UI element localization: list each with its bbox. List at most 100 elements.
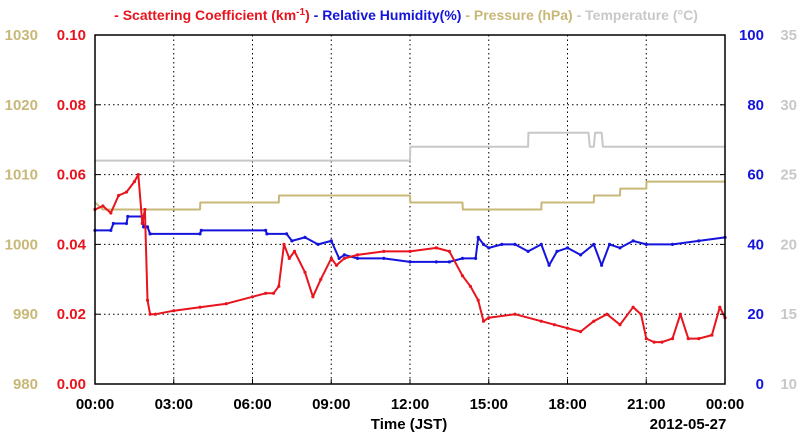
grid <box>95 35 725 384</box>
scattering-coefficient-point <box>355 253 360 257</box>
relative-humidity-point <box>526 249 530 253</box>
relative-humidity-point <box>198 232 202 236</box>
scattering-coefficient-point <box>109 211 113 215</box>
humidity-tick-label: 100 <box>739 27 764 44</box>
relative-humidity-point <box>460 256 465 260</box>
scattering-coefficient-point <box>143 207 147 212</box>
x-tick-label: 00:00 <box>706 396 744 413</box>
temperature-tick-label: 10 <box>780 376 797 393</box>
scattering-coefficient-point <box>334 263 339 267</box>
relative-humidity-point <box>539 242 543 246</box>
legend-item: - Scattering Coefficient (km <box>114 7 296 23</box>
scattering-coefficient-point <box>198 305 202 309</box>
scattering-coefficient-point <box>710 333 714 337</box>
scattering-coefficient-point <box>678 312 683 316</box>
scattering-coefficient-point <box>631 305 635 309</box>
scattering-coefficient-point <box>264 291 268 295</box>
pressure-tick-label: 1030 <box>5 27 38 44</box>
relative-humidity-point <box>474 256 478 260</box>
scattering-coefficient-point <box>303 270 307 274</box>
relative-humidity-point <box>145 225 150 229</box>
scattering-coefficient-point <box>513 312 517 316</box>
relative-humidity-point <box>342 253 346 257</box>
relative-humidity-point <box>290 239 294 243</box>
humidity-tick-label: 80 <box>747 97 764 114</box>
scattering-tick-label: 0.02 <box>57 306 86 323</box>
relative-humidity-point <box>476 235 480 239</box>
scattering-coefficient-point <box>311 295 315 299</box>
scattering-tick-label: 0.08 <box>57 97 86 114</box>
scattering-coefficient-point <box>592 319 596 323</box>
scattering-coefficient-point <box>282 242 286 246</box>
scattering-coefficient-point <box>271 291 276 295</box>
relative-humidity-point <box>592 242 596 246</box>
temperature-tick-label: 35 <box>780 27 797 44</box>
scattering-coefficient-point <box>172 309 176 313</box>
scattering-tick-label: 0.06 <box>57 167 86 184</box>
temperature-tick-label: 15 <box>780 306 797 323</box>
x-tick-label: 18:00 <box>548 396 586 413</box>
temperature-line <box>95 131 725 162</box>
tick-layer: 98099010001010102010300.000.020.040.060.… <box>5 27 797 413</box>
scattering-coefficient-point <box>686 337 690 341</box>
legend-text: - Scattering Coefficient (km-1) - Relati… <box>114 7 698 23</box>
x-tick-label: 06:00 <box>233 396 271 413</box>
scattering-coefficient-point <box>136 173 140 177</box>
scattering-coefficient-point <box>408 249 412 253</box>
scattering-coefficient-point <box>250 295 255 299</box>
humidity-tick-label: 0 <box>756 376 764 393</box>
scattering-coefficient-point <box>329 256 333 260</box>
relative-humidity-point <box>555 249 559 253</box>
humidity-tick-label: 20 <box>747 306 764 323</box>
relative-humidity-point <box>547 263 551 267</box>
scattering-coefficient-point <box>618 323 622 327</box>
relative-humidity-point <box>148 232 152 236</box>
pressure-tick-label: 990 <box>13 306 38 323</box>
x-tick-label: 09:00 <box>312 396 350 413</box>
scattering-coefficient-point <box>277 284 281 288</box>
scattering-coefficient-point <box>697 337 701 341</box>
scattering-coefficient-point <box>718 305 722 309</box>
scattering-coefficient-point <box>447 249 451 253</box>
date-label: 2012-05-27 <box>650 416 727 433</box>
scattering-coefficient-point <box>565 326 570 330</box>
relative-humidity-point <box>644 242 648 246</box>
scattering-coefficient-point <box>639 312 643 316</box>
scattering-coefficient-point <box>539 319 543 323</box>
scattering-coefficient-point <box>660 340 664 344</box>
scattering-coefficient-point <box>476 298 480 302</box>
legend: - Scattering Coefficient (km-1) - Relati… <box>114 7 698 23</box>
x-tick-label: 00:00 <box>76 396 114 413</box>
relative-humidity-point <box>434 260 438 264</box>
scattering-tick-label: 0.00 <box>57 376 86 393</box>
relative-humidity-point <box>481 242 486 246</box>
scattering-coefficient-point <box>652 340 656 344</box>
scattering-coefficient-point <box>487 316 491 320</box>
x-axis-label: Time (JST) <box>371 416 447 433</box>
temperature-tick-label: 25 <box>780 167 797 184</box>
relative-humidity-point <box>111 221 115 226</box>
pressure-tick-label: 1000 <box>5 236 38 253</box>
relative-humidity-point <box>303 235 307 239</box>
relative-humidity-point <box>124 221 129 226</box>
relative-humidity-point <box>513 242 517 246</box>
scattering-coefficient-point <box>644 337 648 341</box>
x-tick-label: 12:00 <box>391 396 429 413</box>
relative-humidity-point <box>329 239 333 243</box>
scattering-coefficient-point <box>101 204 105 208</box>
scattering-coefficient-point <box>460 274 465 278</box>
legend-superscript: -1 <box>296 7 305 18</box>
relative-humidity-point <box>265 232 269 236</box>
relative-humidity-point <box>285 232 289 236</box>
scattering-coefficient-point <box>287 256 291 260</box>
relative-humidity-point <box>607 242 612 246</box>
scattering-coefficient-point <box>132 180 136 184</box>
scattering-coefficient-point <box>552 323 557 327</box>
scattering-coefficient-point <box>124 190 129 194</box>
relative-humidity-point <box>600 263 604 267</box>
humidity-tick-label: 40 <box>747 236 764 253</box>
legend-item-tail: ) <box>305 7 310 23</box>
scattering-coefficient-point <box>382 249 386 253</box>
scattering-coefficient-point <box>670 337 675 341</box>
pressure-tick-label: 1020 <box>5 97 38 114</box>
